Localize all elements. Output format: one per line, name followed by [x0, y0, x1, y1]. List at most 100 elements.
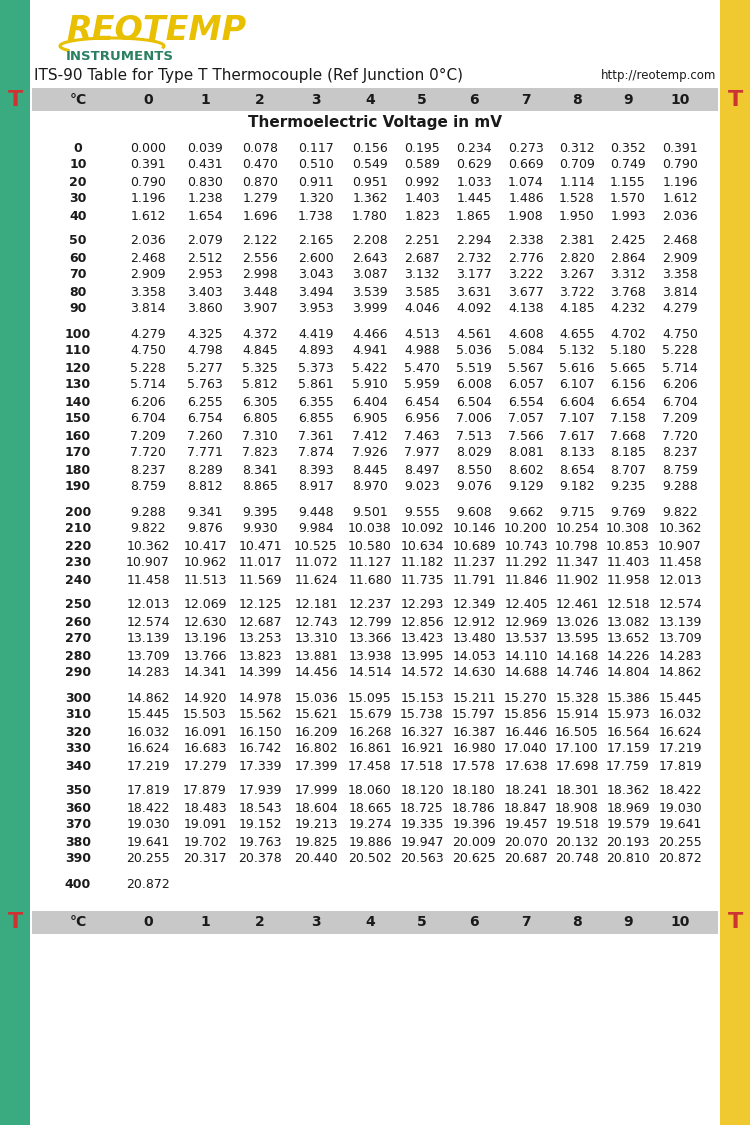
Text: 1.950: 1.950	[559, 209, 595, 223]
Text: 11.680: 11.680	[348, 574, 392, 586]
Bar	[720, 0, 750, 1125]
Text: 15.211: 15.211	[452, 692, 496, 704]
Text: 19.030: 19.030	[658, 801, 702, 814]
Text: 1.612: 1.612	[130, 209, 166, 223]
Text: 0.951: 0.951	[352, 176, 388, 189]
Text: 7.977: 7.977	[404, 447, 440, 459]
Text: 1.823: 1.823	[404, 209, 439, 223]
Text: 17.759: 17.759	[606, 759, 650, 773]
Text: 15.621: 15.621	[294, 709, 338, 721]
Text: 6.956: 6.956	[404, 413, 439, 425]
Text: °C: °C	[69, 916, 86, 929]
Text: 2: 2	[255, 92, 265, 107]
Text: 8.029: 8.029	[456, 447, 492, 459]
Text: 6.855: 6.855	[298, 413, 334, 425]
Text: 4.372: 4.372	[242, 327, 278, 341]
Text: 14.399: 14.399	[238, 666, 282, 680]
Text: 20.872: 20.872	[126, 878, 170, 891]
Text: 6.156: 6.156	[610, 378, 646, 391]
Text: 20: 20	[69, 176, 87, 189]
Text: 70: 70	[69, 269, 87, 281]
Text: 11.182: 11.182	[400, 557, 444, 569]
Text: 8.081: 8.081	[508, 447, 544, 459]
Text: 9.555: 9.555	[404, 505, 440, 519]
Text: 8.133: 8.133	[560, 447, 595, 459]
Text: 0.870: 0.870	[242, 176, 278, 189]
Text: 11.902: 11.902	[555, 574, 598, 586]
Text: 4.798: 4.798	[188, 344, 223, 358]
Text: 15.328: 15.328	[555, 692, 598, 704]
Text: 5.084: 5.084	[508, 344, 544, 358]
Text: 2.643: 2.643	[352, 252, 388, 264]
Text: 12.181: 12.181	[294, 598, 338, 612]
Text: 16.742: 16.742	[238, 742, 282, 756]
Text: 11.735: 11.735	[400, 574, 444, 586]
Text: 12.349: 12.349	[452, 598, 496, 612]
Text: 6.704: 6.704	[662, 396, 698, 408]
Text: 7.566: 7.566	[509, 430, 544, 442]
Text: 2.468: 2.468	[662, 234, 698, 248]
Text: 320: 320	[65, 726, 91, 738]
Text: 5.373: 5.373	[298, 361, 334, 375]
Text: 5.567: 5.567	[508, 361, 544, 375]
Text: 9.023: 9.023	[404, 480, 439, 494]
Text: 0.669: 0.669	[509, 159, 544, 171]
Text: 7.361: 7.361	[298, 430, 334, 442]
Text: 3.999: 3.999	[352, 303, 388, 315]
Text: 2.687: 2.687	[404, 252, 439, 264]
Text: 18.543: 18.543	[238, 801, 282, 814]
Text: 12.969: 12.969	[504, 615, 548, 629]
Text: 4.279: 4.279	[662, 303, 698, 315]
Text: 1.993: 1.993	[610, 209, 646, 223]
Text: 0.992: 0.992	[404, 176, 439, 189]
Text: 230: 230	[65, 557, 91, 569]
Text: 3: 3	[311, 92, 321, 107]
Text: 5.228: 5.228	[130, 361, 166, 375]
Text: 3.768: 3.768	[610, 286, 646, 298]
Text: 5.616: 5.616	[560, 361, 595, 375]
Text: 15.153: 15.153	[400, 692, 444, 704]
Text: 13.310: 13.310	[294, 632, 338, 646]
Text: 17.638: 17.638	[504, 759, 548, 773]
Text: Thermoelectric Voltage in mV: Thermoelectric Voltage in mV	[248, 115, 502, 129]
Text: 2.165: 2.165	[298, 234, 334, 248]
Text: 6.805: 6.805	[242, 413, 278, 425]
Text: 4.092: 4.092	[456, 303, 492, 315]
Text: 180: 180	[65, 464, 91, 477]
Text: 5.763: 5.763	[188, 378, 223, 391]
Text: 270: 270	[64, 632, 92, 646]
Text: 90: 90	[69, 303, 87, 315]
Text: 20.009: 20.009	[452, 836, 496, 848]
Text: 20.872: 20.872	[658, 853, 702, 865]
Text: 13.423: 13.423	[400, 632, 444, 646]
Text: 4.419: 4.419	[298, 327, 334, 341]
Text: 3.087: 3.087	[352, 269, 388, 281]
Text: 6.704: 6.704	[130, 413, 166, 425]
Text: 18.483: 18.483	[183, 801, 226, 814]
Text: 19.763: 19.763	[238, 836, 282, 848]
Text: 1: 1	[200, 916, 210, 929]
Text: 17.219: 17.219	[658, 742, 702, 756]
Text: 13.139: 13.139	[126, 632, 170, 646]
Text: 17.159: 17.159	[606, 742, 650, 756]
Text: 17.458: 17.458	[348, 759, 392, 773]
Text: 10: 10	[670, 916, 690, 929]
Text: 11.458: 11.458	[126, 574, 170, 586]
Text: 20.502: 20.502	[348, 853, 392, 865]
Text: 10.798: 10.798	[555, 540, 598, 552]
Text: 18.422: 18.422	[126, 801, 170, 814]
Text: 4.988: 4.988	[404, 344, 439, 358]
Text: 15.270: 15.270	[504, 692, 548, 704]
Text: 14.456: 14.456	[294, 666, 338, 680]
Text: 11.513: 11.513	[183, 574, 226, 586]
Text: 11.127: 11.127	[348, 557, 392, 569]
Text: 9.876: 9.876	[188, 522, 223, 536]
Text: 2.294: 2.294	[456, 234, 492, 248]
Text: 2.953: 2.953	[188, 269, 223, 281]
Text: 3.814: 3.814	[130, 303, 166, 315]
Text: 12.574: 12.574	[126, 615, 170, 629]
Text: 0.391: 0.391	[662, 142, 698, 154]
Text: 40: 40	[69, 209, 87, 223]
Text: T: T	[8, 90, 22, 109]
Text: 9.984: 9.984	[298, 522, 334, 536]
